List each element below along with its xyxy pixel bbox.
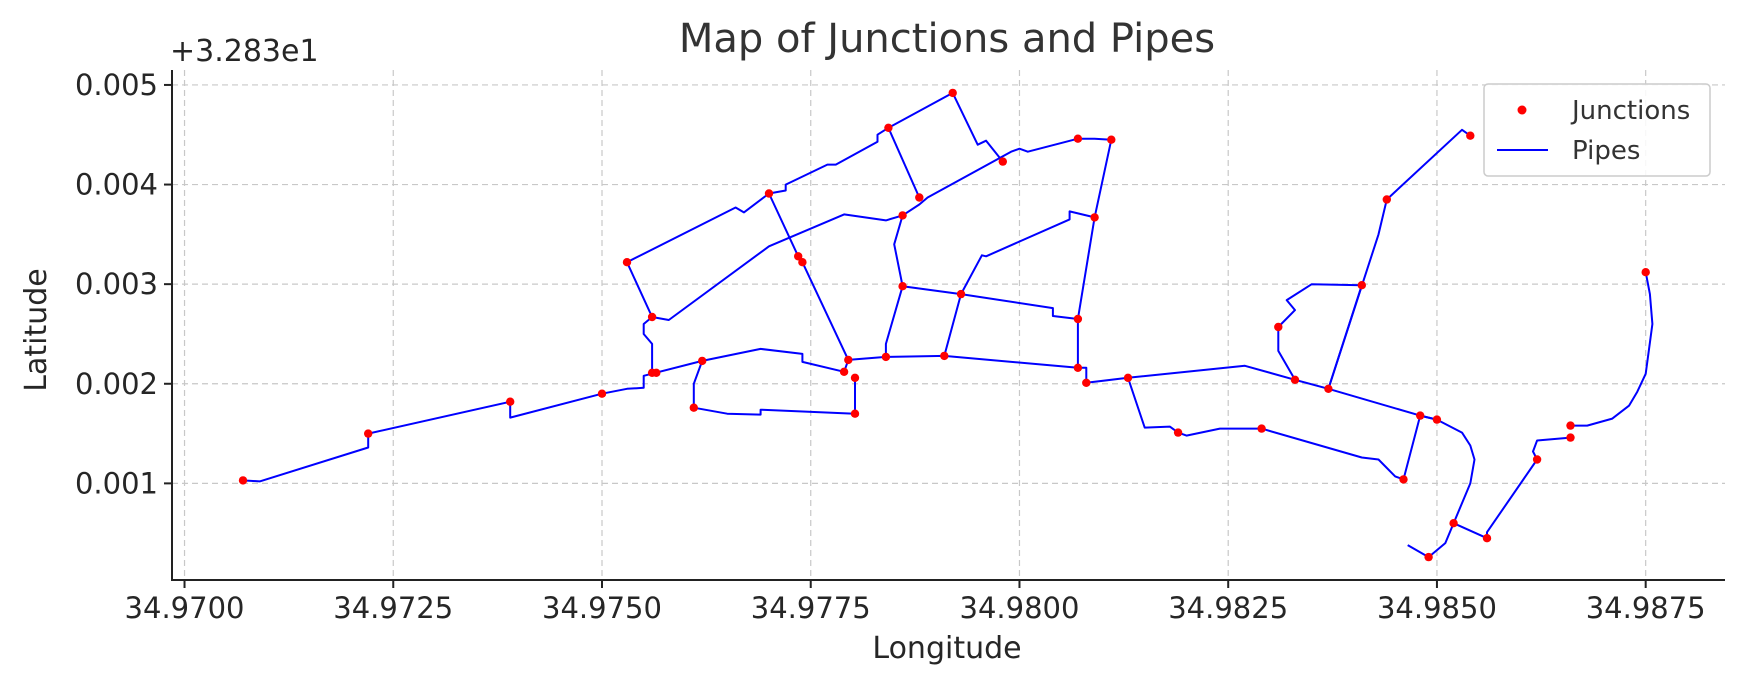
junction-point — [1532, 455, 1542, 464]
junction-point — [998, 157, 1007, 166]
junction-point — [1090, 213, 1099, 222]
x-tick-label: 34.9875 — [1586, 591, 1706, 625]
junction-point — [1123, 373, 1133, 382]
y-tick-label: 0.003 — [75, 267, 158, 301]
pipe-line — [626, 137, 1113, 357]
junction-point — [1290, 375, 1300, 384]
junction-point — [850, 373, 860, 382]
y-tick-label: 0.002 — [75, 367, 158, 401]
junction-point — [956, 289, 966, 299]
pipe-line — [1407, 522, 1455, 559]
pipe-line — [1327, 128, 1471, 390]
junction-point — [1449, 519, 1458, 528]
grid-lines — [172, 70, 1725, 580]
junction-point — [1399, 475, 1408, 484]
junction-point — [898, 282, 907, 291]
junction-point — [839, 367, 849, 376]
junction-point — [622, 258, 632, 267]
junction-point — [1073, 363, 1083, 372]
junction-point — [1073, 134, 1083, 143]
axis-ticks: 34.9700 34.9725 34.9750 34.9775 34.9800 34.98… — [75, 68, 1706, 625]
junction-point — [647, 312, 657, 322]
junction-point — [884, 123, 893, 132]
junction-point — [1357, 281, 1367, 290]
junction-point — [1466, 131, 1475, 140]
chart-title: Map of Junctions and Pipes — [679, 16, 1215, 62]
junction-point — [794, 252, 803, 261]
junction-point — [652, 368, 661, 377]
pipe-line — [768, 193, 1438, 481]
junction-point — [940, 351, 949, 361]
pipe-line — [626, 91, 1004, 264]
junction-point — [881, 352, 891, 362]
x-tick-label: 34.9775 — [751, 591, 871, 625]
pipe-line — [884, 285, 904, 357]
x-tick-label: 34.9800 — [960, 591, 1080, 625]
junction-point — [1107, 135, 1116, 144]
pipe-line — [1127, 364, 1571, 540]
plot-area — [238, 88, 1654, 562]
x-tick-label: 34.9700 — [125, 591, 245, 625]
junction-point — [764, 189, 774, 198]
junction-point — [1424, 552, 1433, 562]
junction-point — [1482, 534, 1492, 543]
junction-point — [698, 356, 707, 366]
y-tick-label: 0.005 — [75, 68, 158, 102]
legend: Junctions Pipes — [1483, 83, 1711, 177]
junction-point — [1382, 195, 1392, 204]
legend-pipes-label: Pipes — [1572, 136, 1640, 166]
junction-point — [798, 258, 807, 267]
junction-point — [689, 403, 698, 412]
y-tick-label: 0.004 — [75, 168, 158, 202]
junction-point — [1432, 415, 1442, 424]
pipe-line — [692, 360, 856, 416]
x-tick-label: 34.9825 — [1168, 591, 1288, 625]
junction-point — [948, 88, 957, 98]
pipe-line — [893, 215, 1096, 320]
x-tick-label: 34.9850 — [1377, 591, 1497, 625]
legend-junctions-marker — [1517, 105, 1527, 115]
pipe-line — [1570, 272, 1654, 427]
junction-point — [1324, 384, 1333, 393]
y-tick-label: 0.001 — [75, 466, 158, 500]
x-tick-label: 34.9750 — [542, 591, 662, 625]
junction-point — [1566, 421, 1575, 430]
y-axis-label: Latitude — [19, 268, 54, 391]
junction-point — [1082, 378, 1091, 387]
junction-point — [844, 355, 853, 365]
y-offset-text: +3.283e1 — [170, 34, 319, 69]
junction-point — [1274, 322, 1283, 332]
junction-point — [506, 397, 515, 406]
x-tick-label: 34.9725 — [333, 591, 453, 625]
junction-point — [364, 429, 373, 438]
junction-point — [1257, 424, 1266, 433]
pipe-line — [642, 316, 654, 373]
junction-point — [1566, 433, 1575, 442]
junction-point — [1173, 428, 1183, 437]
pipe-line — [887, 127, 921, 198]
junction-point — [850, 409, 860, 418]
junction-point — [1416, 411, 1425, 420]
junction-point — [1073, 314, 1083, 324]
junction-point — [1641, 268, 1650, 277]
junction-point — [898, 211, 907, 220]
x-axis-label: Longitude — [872, 631, 1021, 666]
legend-frame — [1483, 83, 1711, 177]
pipe-line — [242, 347, 850, 483]
junction-point — [915, 193, 924, 202]
junction-point — [238, 476, 248, 485]
junction-point — [597, 389, 607, 398]
legend-junctions-label: Junctions — [1570, 96, 1690, 126]
pipe-line — [1277, 283, 1363, 390]
